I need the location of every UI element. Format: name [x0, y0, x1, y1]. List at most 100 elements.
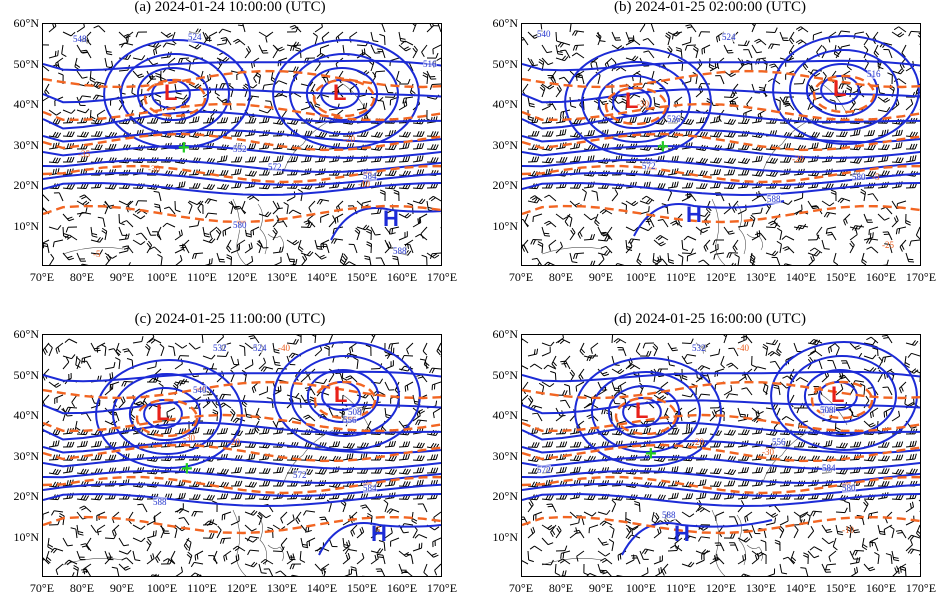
latitude-tick-label: 20°N — [492, 178, 518, 192]
latitude-tick-label: 50°N — [492, 56, 518, 71]
height-contour-label: 552 — [233, 144, 247, 154]
longitude-tick-label: 120°E — [226, 581, 258, 595]
height-contour-label: 588 — [153, 497, 167, 507]
panel-d-title: (d) 2024-01-25 16:00:00 (UTC) — [613, 311, 807, 327]
longitude-tick-label: 130°E — [266, 581, 298, 595]
longitude-tick-label: 110°E — [666, 581, 696, 595]
height-contour-label: 572 — [642, 161, 656, 171]
temperature-contour-label: -35 — [78, 149, 90, 159]
longitude-tick-label: 140°E — [306, 270, 338, 284]
height-contour-label: 572 — [293, 470, 307, 480]
latitude-tick-label: 50°N — [492, 367, 518, 382]
longitude-tick-label: 160°E — [865, 270, 897, 284]
low-pressure-center: L — [334, 382, 348, 407]
height-contour-label: 540 — [193, 385, 207, 395]
height-contour-label: 524 — [253, 343, 267, 353]
latitude-tick-label: 60°N — [492, 327, 518, 341]
longitude-tick-label: 160°E — [386, 270, 418, 284]
longitude-tick-label: 150°E — [825, 581, 857, 595]
height-contour-label: 572 — [268, 162, 282, 172]
temperature-contour-label: -25 — [882, 240, 894, 250]
low-pressure-center: L — [625, 88, 639, 113]
longitude-tick-label: 80°E — [548, 581, 574, 595]
longitude-tick-label: 80°E — [69, 581, 95, 595]
latitude-tick-label: 10°N — [13, 529, 39, 544]
longitude-tick-label: 140°E — [785, 270, 817, 284]
low-pressure-center: L — [635, 398, 649, 423]
longitude-tick-label: 80°E — [69, 270, 95, 284]
latitude-tick-label: 10°N — [492, 529, 518, 544]
map-canvas — [43, 24, 441, 265]
panel-a-title: (a) 2024-01-24 10:00:00 (UTC) — [134, 0, 326, 15]
longitude-tick-label: 130°E — [745, 270, 777, 284]
height-contour-label: 536 — [667, 114, 681, 124]
longitude-tick-label: 150°E — [346, 270, 378, 284]
temperature-contour-label: -40 — [737, 343, 749, 353]
longitude-tick-label: 160°E — [386, 581, 418, 595]
height-contour-label: 548 — [73, 34, 87, 44]
latitude-tick-label: 20°N — [13, 489, 39, 503]
map-canvas — [522, 335, 920, 576]
longitude-tick-label: 80°E — [548, 270, 574, 284]
longitude-tick-label: 170°E — [905, 270, 937, 284]
location-marker: + — [181, 458, 193, 480]
location-marker: + — [178, 137, 190, 159]
height-contour-label: 572 — [537, 465, 551, 475]
coastlines — [541, 394, 848, 576]
low-pressure-center: L — [164, 80, 178, 105]
high-pressure-center: H — [383, 206, 399, 231]
latitude-tick-label: 60°N — [492, 16, 518, 30]
longitude-tick-label: 100°E — [146, 581, 178, 595]
latitude-tick-label: 50°N — [13, 56, 39, 71]
height-contour-label: 556 — [343, 415, 357, 425]
temperature-contour-label: -20 — [228, 437, 240, 447]
location-marker: + — [657, 136, 669, 158]
latitude-tick-label: 10°N — [492, 218, 518, 233]
latitude-tick-label: 30°N — [13, 137, 39, 152]
longitude-tick-label: 70°E — [508, 270, 534, 284]
latitude-tick-label: 30°N — [492, 137, 518, 152]
height-contour-label: 588 — [662, 510, 676, 520]
longitude-tick-label: 120°E — [226, 270, 258, 284]
longitude-tick-label: 110°E — [187, 270, 217, 284]
low-pressure-center: L — [831, 382, 845, 407]
longitude-tick-label: 100°E — [625, 581, 657, 595]
low-pressure-center: L — [333, 80, 347, 105]
high-pressure-center: H — [686, 202, 702, 227]
temperature-contours — [522, 380, 920, 535]
panel-b-map: 540 524 536 572 588 580 516 -30 -20 -5 -25 L L H + — [521, 23, 921, 266]
longitude-tick-label: 70°E — [29, 581, 55, 595]
longitude-tick-label: 170°E — [426, 581, 458, 595]
height-contour-label: 580 — [842, 483, 856, 493]
longitude-tick-label: 170°E — [426, 270, 458, 284]
height-contours — [43, 341, 441, 556]
temperature-contour-label: -10 — [358, 179, 370, 189]
height-contours — [43, 39, 441, 241]
longitude-tick-label: 110°E — [666, 270, 696, 284]
longitude-tick-label: 90°E — [109, 270, 135, 284]
map-canvas — [43, 335, 441, 576]
temperature-contours — [522, 69, 920, 224]
longitude-tick-label: 120°E — [705, 581, 737, 595]
height-contour-label: 532 — [692, 343, 706, 353]
height-contour-label: 540 — [537, 29, 551, 39]
latitude-tick-label: 40°N — [13, 408, 39, 422]
longitude-tick-label: 160°E — [865, 581, 897, 595]
temperature-contour-label: -10 — [842, 525, 854, 535]
longitude-tick-label: 170°E — [905, 581, 937, 595]
map-canvas — [522, 24, 920, 265]
longitude-tick-label: 70°E — [508, 581, 534, 595]
latitude-tick-label: 20°N — [13, 178, 39, 192]
wind-barbs — [43, 24, 441, 265]
coastlines — [62, 83, 369, 265]
longitude-tick-label: 150°E — [825, 270, 857, 284]
height-contour-label: 516 — [423, 59, 437, 69]
high-pressure-center: H — [371, 521, 387, 546]
height-contour-label: 588 — [767, 194, 781, 204]
longitude-tick-label: 150°E — [346, 581, 378, 595]
temperature-contour-label: -20 — [343, 134, 355, 144]
height-contour-label: 588 — [393, 246, 407, 256]
temperature-contour-label: -5 — [373, 525, 381, 535]
latitude-tick-label: 10°N — [13, 218, 39, 233]
